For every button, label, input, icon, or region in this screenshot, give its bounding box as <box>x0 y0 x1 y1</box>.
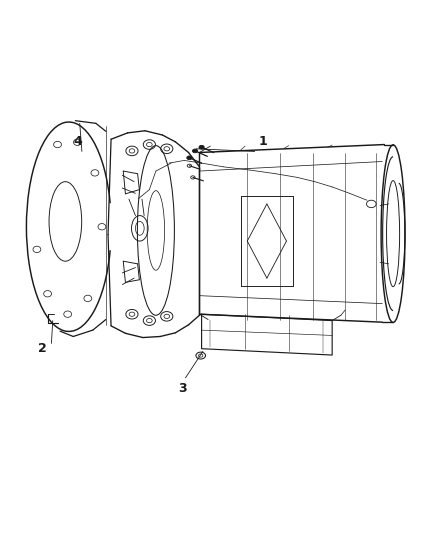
Ellipse shape <box>187 156 192 160</box>
Text: 1: 1 <box>258 135 267 148</box>
Text: 3: 3 <box>178 382 186 395</box>
Text: 2: 2 <box>39 342 47 355</box>
Ellipse shape <box>199 146 204 149</box>
Text: 4: 4 <box>73 135 82 148</box>
Ellipse shape <box>192 149 198 153</box>
